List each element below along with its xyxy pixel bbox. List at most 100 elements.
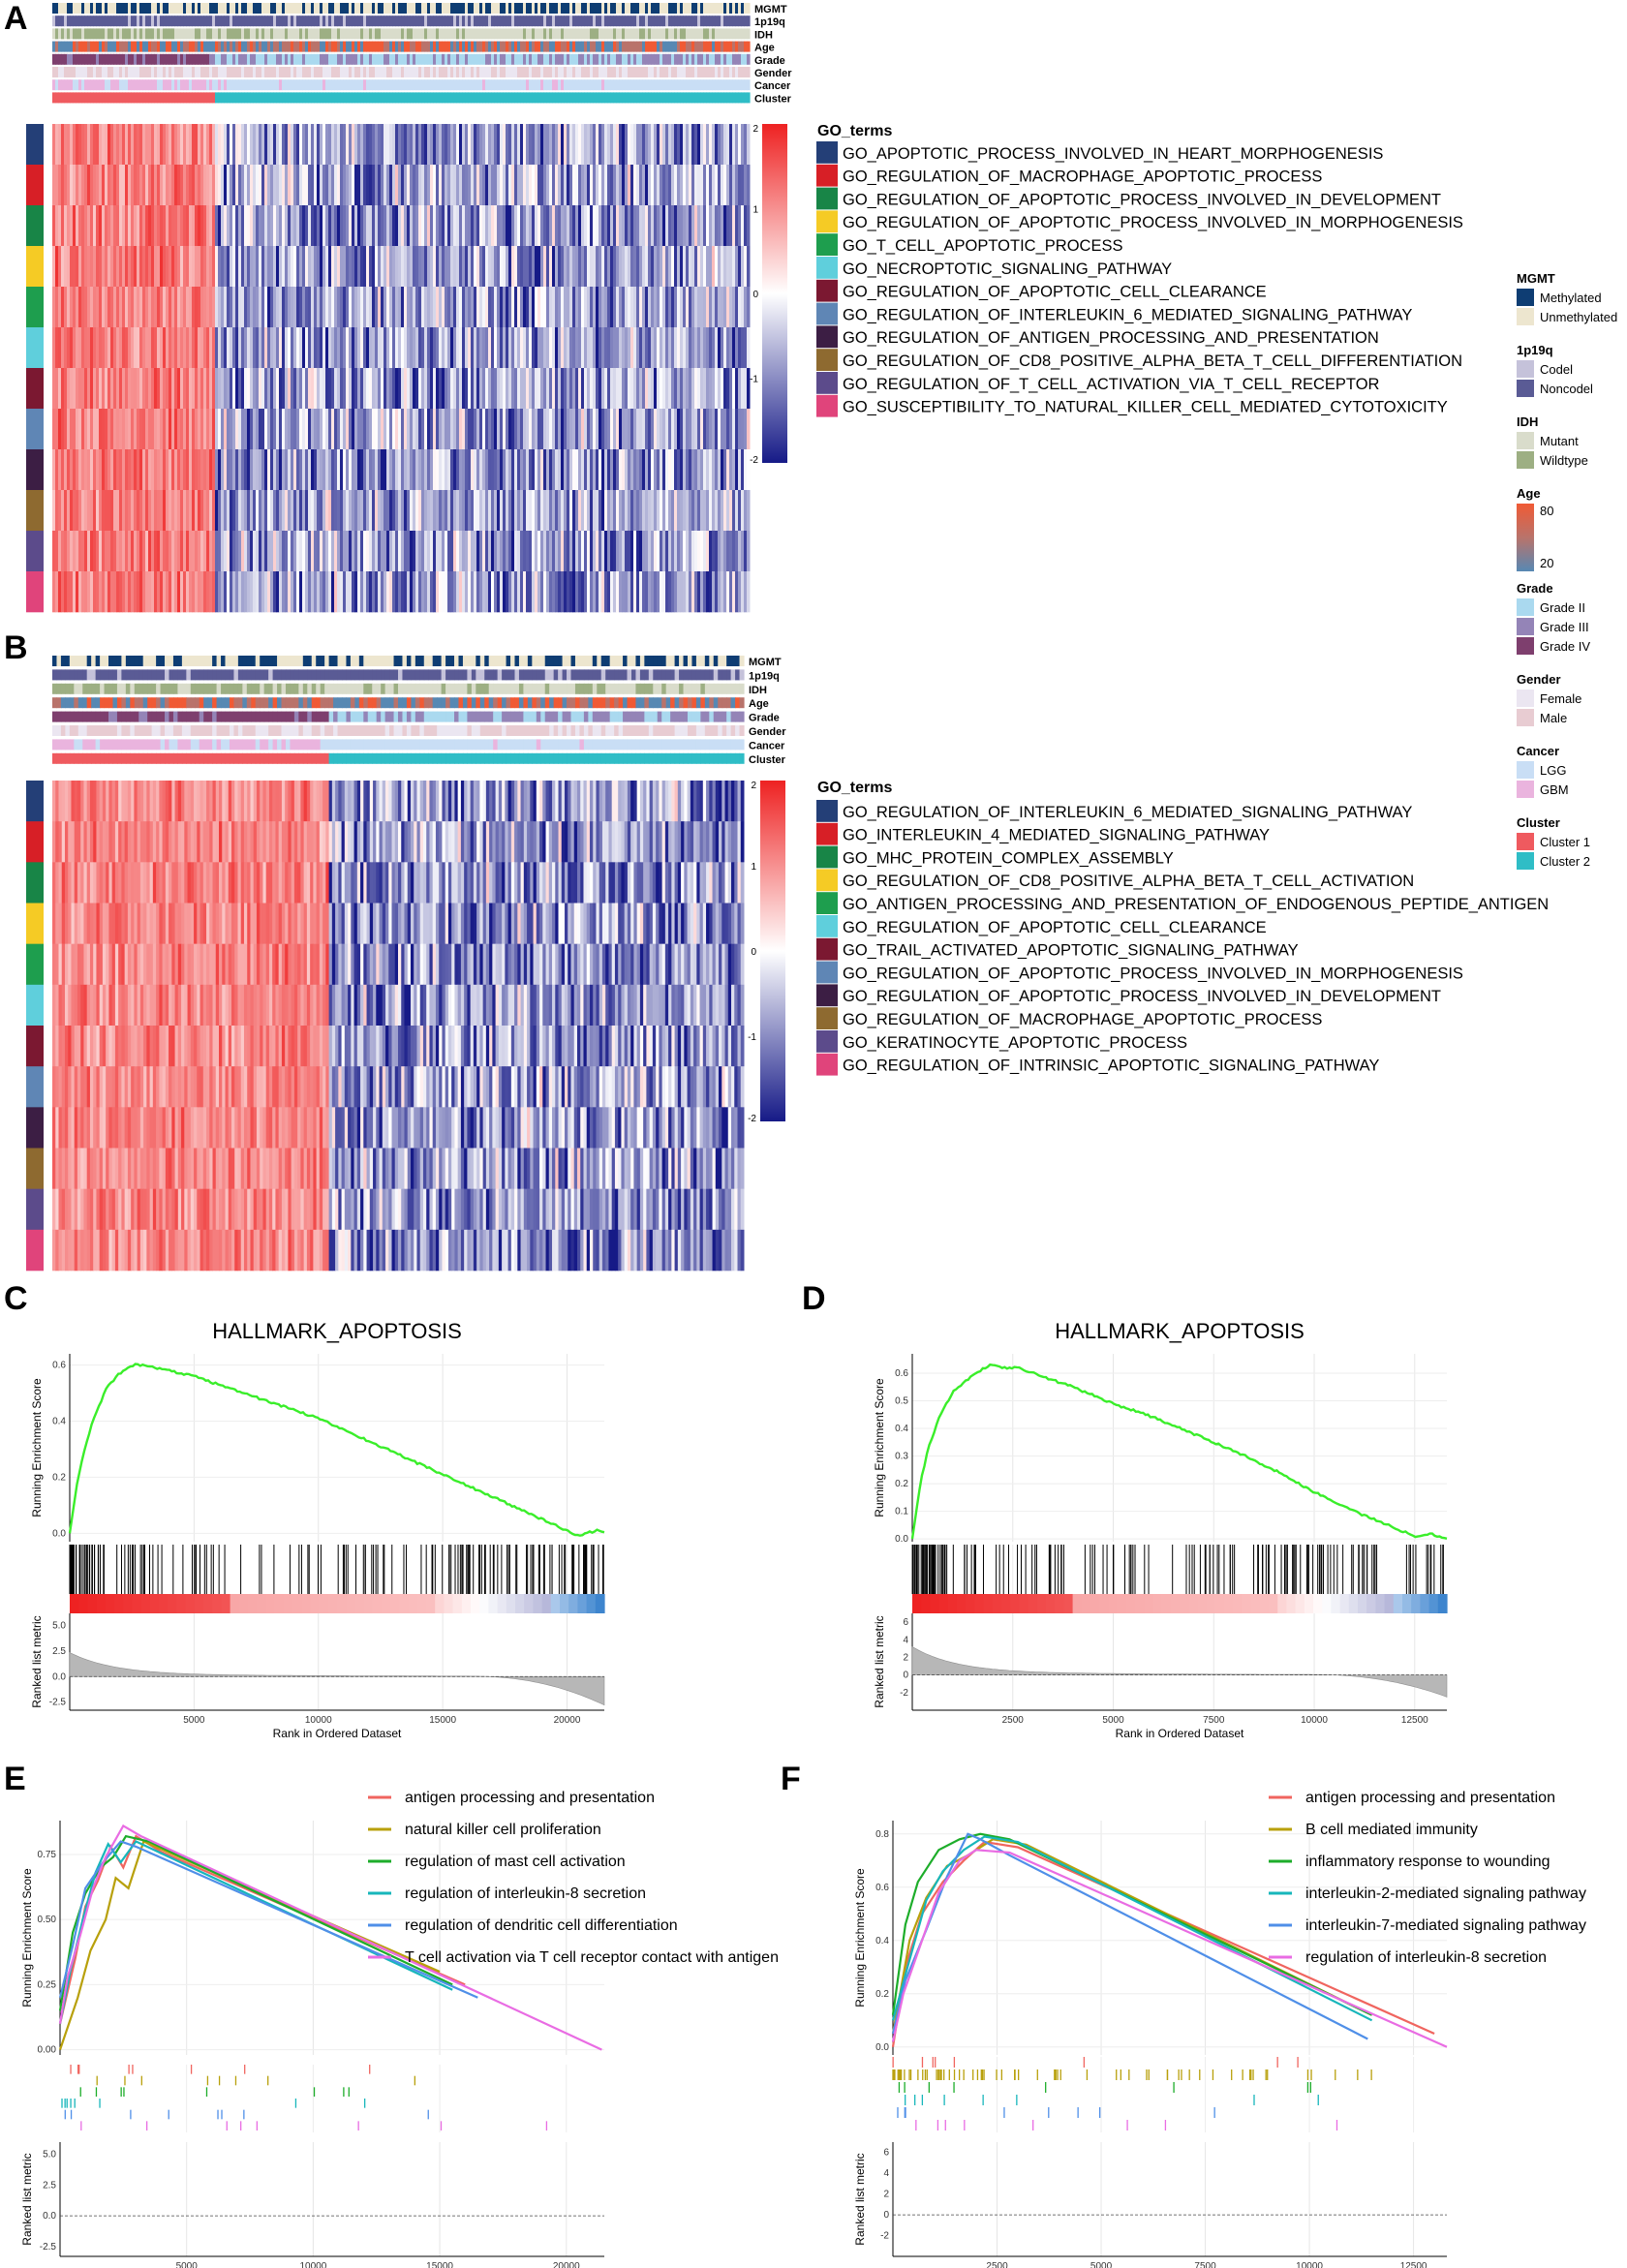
legend-series-label: inflammatory response to wounding xyxy=(1305,1854,1550,1870)
x-tick-label: 12500 xyxy=(1400,2261,1427,2268)
annotation-label-age: Age xyxy=(754,43,775,54)
colorbar-tick: -1 xyxy=(748,1032,756,1043)
row-strip-8 xyxy=(26,409,44,450)
x-tick-label: 5000 xyxy=(1090,2261,1113,2268)
annotation-label-1p19q: 1p19q xyxy=(749,670,780,682)
row-strip-9 xyxy=(26,1107,44,1149)
go-swatch-7 xyxy=(816,279,838,302)
y-tick-label: 0.6 xyxy=(875,1883,889,1893)
legend-series-label: regulation of mast cell activation xyxy=(405,1854,626,1870)
legend-series-label: natural killer cell proliferation xyxy=(405,1822,601,1838)
row-strip-9 xyxy=(26,449,44,491)
y-axis-label: Running Enrichment Score xyxy=(873,1378,886,1517)
metric-tick-label: 2 xyxy=(903,1652,908,1663)
legend-swatch xyxy=(1517,289,1534,306)
legend-series-label: interleukin-7-mediated signaling pathway xyxy=(1305,1917,1586,1934)
colorbar-tick: 0 xyxy=(752,290,758,300)
row-strip-1 xyxy=(26,124,44,166)
legend-series-label: T cell activation via T cell receptor co… xyxy=(405,1949,779,1966)
annotation-legend: MGMT Methylated Unmethylated 1p19q Codel Nonc… xyxy=(1517,271,1617,870)
row-strip-3 xyxy=(26,205,44,247)
legend-item-label: Wildtype xyxy=(1540,453,1588,468)
legend-swatch xyxy=(1517,360,1534,378)
legend-series-label: regulation of dendritic cell differentia… xyxy=(405,1917,678,1934)
colorbar-gradient xyxy=(762,124,787,463)
legend-item-label: GBM xyxy=(1540,782,1569,797)
hit-rug-6 xyxy=(80,2121,548,2130)
gsea-plot-e: 0.00 0.25 0.50 0.75 5.0 2.5 0.0 -2.5 5000 10000 15… xyxy=(20,1790,779,2268)
x-tick-label: 5000 xyxy=(1102,1715,1124,1726)
plot-background xyxy=(893,1821,1447,2256)
row-strip-12 xyxy=(26,571,44,613)
panel-letter-e: E xyxy=(4,1761,26,1797)
metric-axis-label: Ranked list metric xyxy=(853,2153,867,2245)
go-term-legends: GO_APOPTOTIC_PROCESS_INVOLVED_IN_HEART_M… xyxy=(816,141,1549,1076)
y-tick-label: 0.5 xyxy=(895,1396,908,1407)
row-strip-5 xyxy=(26,287,44,328)
metric-tick-label: -2 xyxy=(880,2231,889,2242)
legend-swatch xyxy=(1517,380,1534,397)
go-term-label-3: GO_MHC_PROTEIN_COMPLEX_ASSEMBLY xyxy=(843,849,1174,867)
x-tick-label: 7500 xyxy=(1203,1715,1225,1726)
colorbar-gradient xyxy=(760,781,785,1121)
row-strip-11 xyxy=(26,531,44,572)
go-term-label-7: GO_TRAIL_ACTIVATED_APOPTOTIC_SIGNALING_P… xyxy=(843,942,1299,960)
row-strip-11 xyxy=(26,1188,44,1231)
go-term-label-4: GO_REGULATION_OF_CD8_POSITIVE_ALPHA_BETA… xyxy=(843,873,1414,890)
legend-swatch xyxy=(1517,709,1534,726)
metric-axis-label: Ranked list metric xyxy=(20,2153,34,2245)
hit-rug-4 xyxy=(61,2099,366,2108)
colorbar-tick: -2 xyxy=(748,1114,756,1124)
go-swatch-2 xyxy=(816,822,838,845)
metric-tick-label: -2.5 xyxy=(40,2242,57,2253)
go-term-label-12: GO_REGULATION_OF_INTRINSIC_APOPTOTIC_SIG… xyxy=(843,1057,1379,1075)
go-swatch-1 xyxy=(816,800,838,822)
legend-swatch xyxy=(1517,432,1534,449)
row-strip-10 xyxy=(26,1148,44,1189)
legend-series-label: interleukin-2-mediated signaling pathway xyxy=(1305,1885,1586,1902)
go-term-label-11: GO_KERATINOCYTE_APOPTOTIC_PROCESS xyxy=(843,1034,1187,1052)
y-tick-label: 0.6 xyxy=(895,1368,908,1379)
metric-tick-label: 0 xyxy=(903,1670,908,1681)
y-axis-label: Running Enrichment Score xyxy=(853,1868,867,2007)
gsea-title: HALLMARK_APOPTOSIS xyxy=(1055,1319,1305,1343)
running-enrichment-line xyxy=(910,1363,1448,1540)
legend-title: Cluster xyxy=(1517,815,1560,830)
hit-rug-2 xyxy=(96,2075,415,2086)
metric-tick-label: 4 xyxy=(883,2168,889,2179)
metric-tick-label: 0.0 xyxy=(52,1671,66,1682)
legend-series-label: regulation of interleukin-8 secretion xyxy=(405,1885,646,1902)
enrichment-line-6 xyxy=(58,1824,602,2051)
plot-background xyxy=(912,1354,1447,1710)
annotation-label-gender: Gender xyxy=(749,726,786,738)
annotation-label-grade: Grade xyxy=(749,713,780,724)
y-tick-label: 0.0 xyxy=(875,2042,889,2053)
legend-swatch xyxy=(1517,598,1534,616)
legend-swatch xyxy=(1517,690,1534,707)
annotation-label-mgmt: MGMT xyxy=(754,4,787,15)
metric-tick-label: -2.5 xyxy=(49,1698,67,1708)
row-strip-10 xyxy=(26,490,44,532)
metric-tick-label: 2.5 xyxy=(43,2180,56,2191)
hit-rug-5 xyxy=(64,2109,429,2120)
legend-item-label: Methylated xyxy=(1540,291,1602,305)
x-tick-label: 15000 xyxy=(429,1715,456,1726)
colorbar-tick: 2 xyxy=(751,781,756,791)
legend-item-label: Cluster 1 xyxy=(1540,835,1590,849)
legend-title: Gender xyxy=(1517,672,1561,687)
legend-group-mgmt: MGMT Methylated Unmethylated xyxy=(1517,271,1617,325)
colorbar-A: 2 1 0 -1 -2 xyxy=(750,124,787,466)
x-axis-label: Rank in Ordered Dataset xyxy=(1116,1727,1244,1740)
y-tick-label: 0.2 xyxy=(875,1989,889,2000)
go-swatch-12 xyxy=(816,394,838,417)
plot-background xyxy=(70,1354,604,1710)
metric-tick-label: 0 xyxy=(883,2210,889,2221)
legend-item-label: LGG xyxy=(1540,763,1566,778)
legend-title: Age xyxy=(1517,486,1541,501)
go-term-label-8: GO_REGULATION_OF_APOPTOTIC_PROCESS_INVOL… xyxy=(843,965,1463,982)
go-swatch-8 xyxy=(816,302,838,325)
metric-tick-label: 5.0 xyxy=(43,2150,56,2161)
annotation-label-gender: Gender xyxy=(754,68,792,79)
